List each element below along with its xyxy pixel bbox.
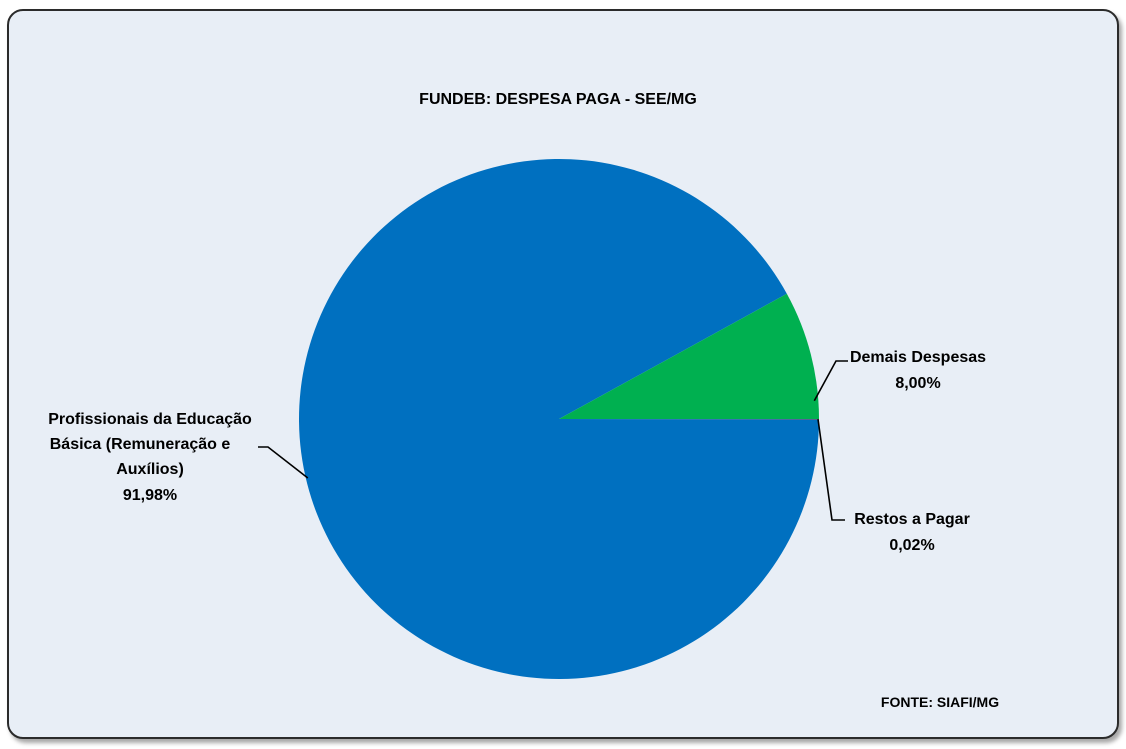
pie-chart: FUNDEB: DESPESA PAGA - SEE/MG Profission…	[48, 91, 999, 710]
chart-title: FUNDEB: DESPESA PAGA - SEE/MG	[419, 91, 697, 108]
slice-profissionais	[299, 158, 819, 679]
leader-line-profissionais	[258, 446, 309, 479]
leader-line-demais-despesas	[813, 360, 848, 402]
source-note: FONTE: SIAFI/MG	[881, 694, 999, 710]
leader-lines	[258, 360, 848, 521]
slice-demais-despesas	[559, 293, 819, 419]
slice-label-line: Restos a Pagar	[854, 511, 970, 528]
slice-label-line: Auxílios)	[116, 461, 184, 478]
pie-slices	[299, 158, 820, 679]
slice-label-line: Profissionais da Educação	[48, 411, 252, 428]
slice-value-label: 0,02%	[889, 537, 934, 554]
slice-label-demais-despesas: Demais Despesas 8,00%	[850, 349, 986, 392]
slice-label-profissionais: Profissionais da Educação Básica (Remune…	[48, 411, 252, 504]
slice-label-line: Demais Despesas	[850, 349, 986, 366]
leader-line-restos-a-pagar	[817, 419, 845, 521]
slice-value-label: 8,00%	[895, 375, 940, 392]
chart-area: FUNDEB: DESPESA PAGA - SEE/MG Profission…	[7, 9, 1119, 739]
slice-label-line: Básica (Remuneração e	[50, 436, 231, 453]
slice-label-restos-a-pagar: Restos a Pagar 0,02%	[854, 511, 970, 554]
slice-value-label: 91,98%	[123, 487, 177, 504]
